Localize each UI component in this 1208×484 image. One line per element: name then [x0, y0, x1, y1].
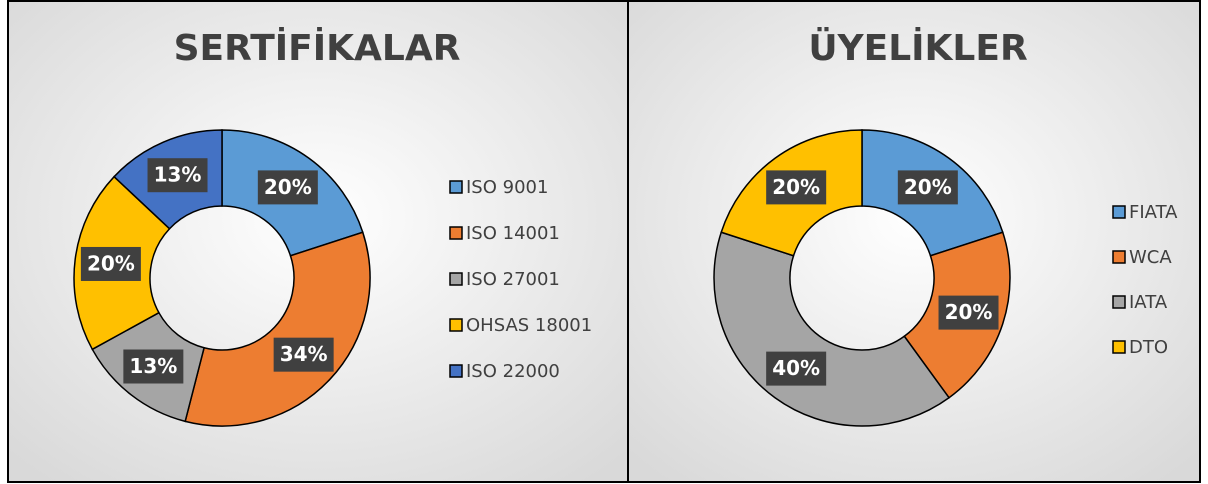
label-box: [897, 170, 958, 205]
chart-title: ÜYELİKLER: [808, 27, 1027, 69]
legend-swatch: [1112, 205, 1126, 219]
legend-label: ISO 22000: [466, 361, 560, 382]
label-box: [123, 349, 184, 384]
label-box: [766, 351, 827, 386]
chart-title: SERTİFİKALAR: [174, 27, 461, 69]
data-label: 40%: [772, 356, 820, 380]
data-label: 34%: [280, 342, 328, 366]
legend-swatch: [1112, 295, 1126, 309]
label-box: [273, 337, 334, 372]
legend-label: ISO 9001: [466, 177, 548, 198]
data-label: 20%: [87, 251, 135, 275]
legend-label: ISO 27001: [466, 269, 560, 290]
data-label: 13%: [129, 354, 177, 378]
legend-label: WCA: [1129, 247, 1172, 268]
legend-swatch: [1112, 250, 1126, 264]
label-box: [938, 295, 999, 330]
legend-swatch: [1112, 340, 1126, 354]
legend-swatch: [449, 180, 463, 194]
legend-swatch: [449, 318, 463, 332]
legend-label: FIATA: [1129, 202, 1178, 223]
label-box: [257, 170, 318, 205]
legend-swatch: [449, 272, 463, 286]
data-label: 20%: [945, 300, 993, 324]
data-label: 13%: [154, 163, 202, 187]
legend-swatch: [449, 226, 463, 240]
data-label: 20%: [772, 175, 820, 199]
legend-label: OHSAS 18001: [466, 315, 592, 336]
legend-swatch: [449, 364, 463, 378]
legend-label: ISO 14001: [466, 223, 560, 244]
data-label: 20%: [904, 175, 952, 199]
legend-label: DTO: [1129, 337, 1168, 358]
label-box: [147, 158, 208, 193]
label-box: [80, 246, 141, 281]
slice: [184, 231, 371, 427]
label-box: [766, 170, 827, 205]
legend-label: IATA: [1129, 292, 1168, 313]
data-label: 20%: [264, 175, 312, 199]
